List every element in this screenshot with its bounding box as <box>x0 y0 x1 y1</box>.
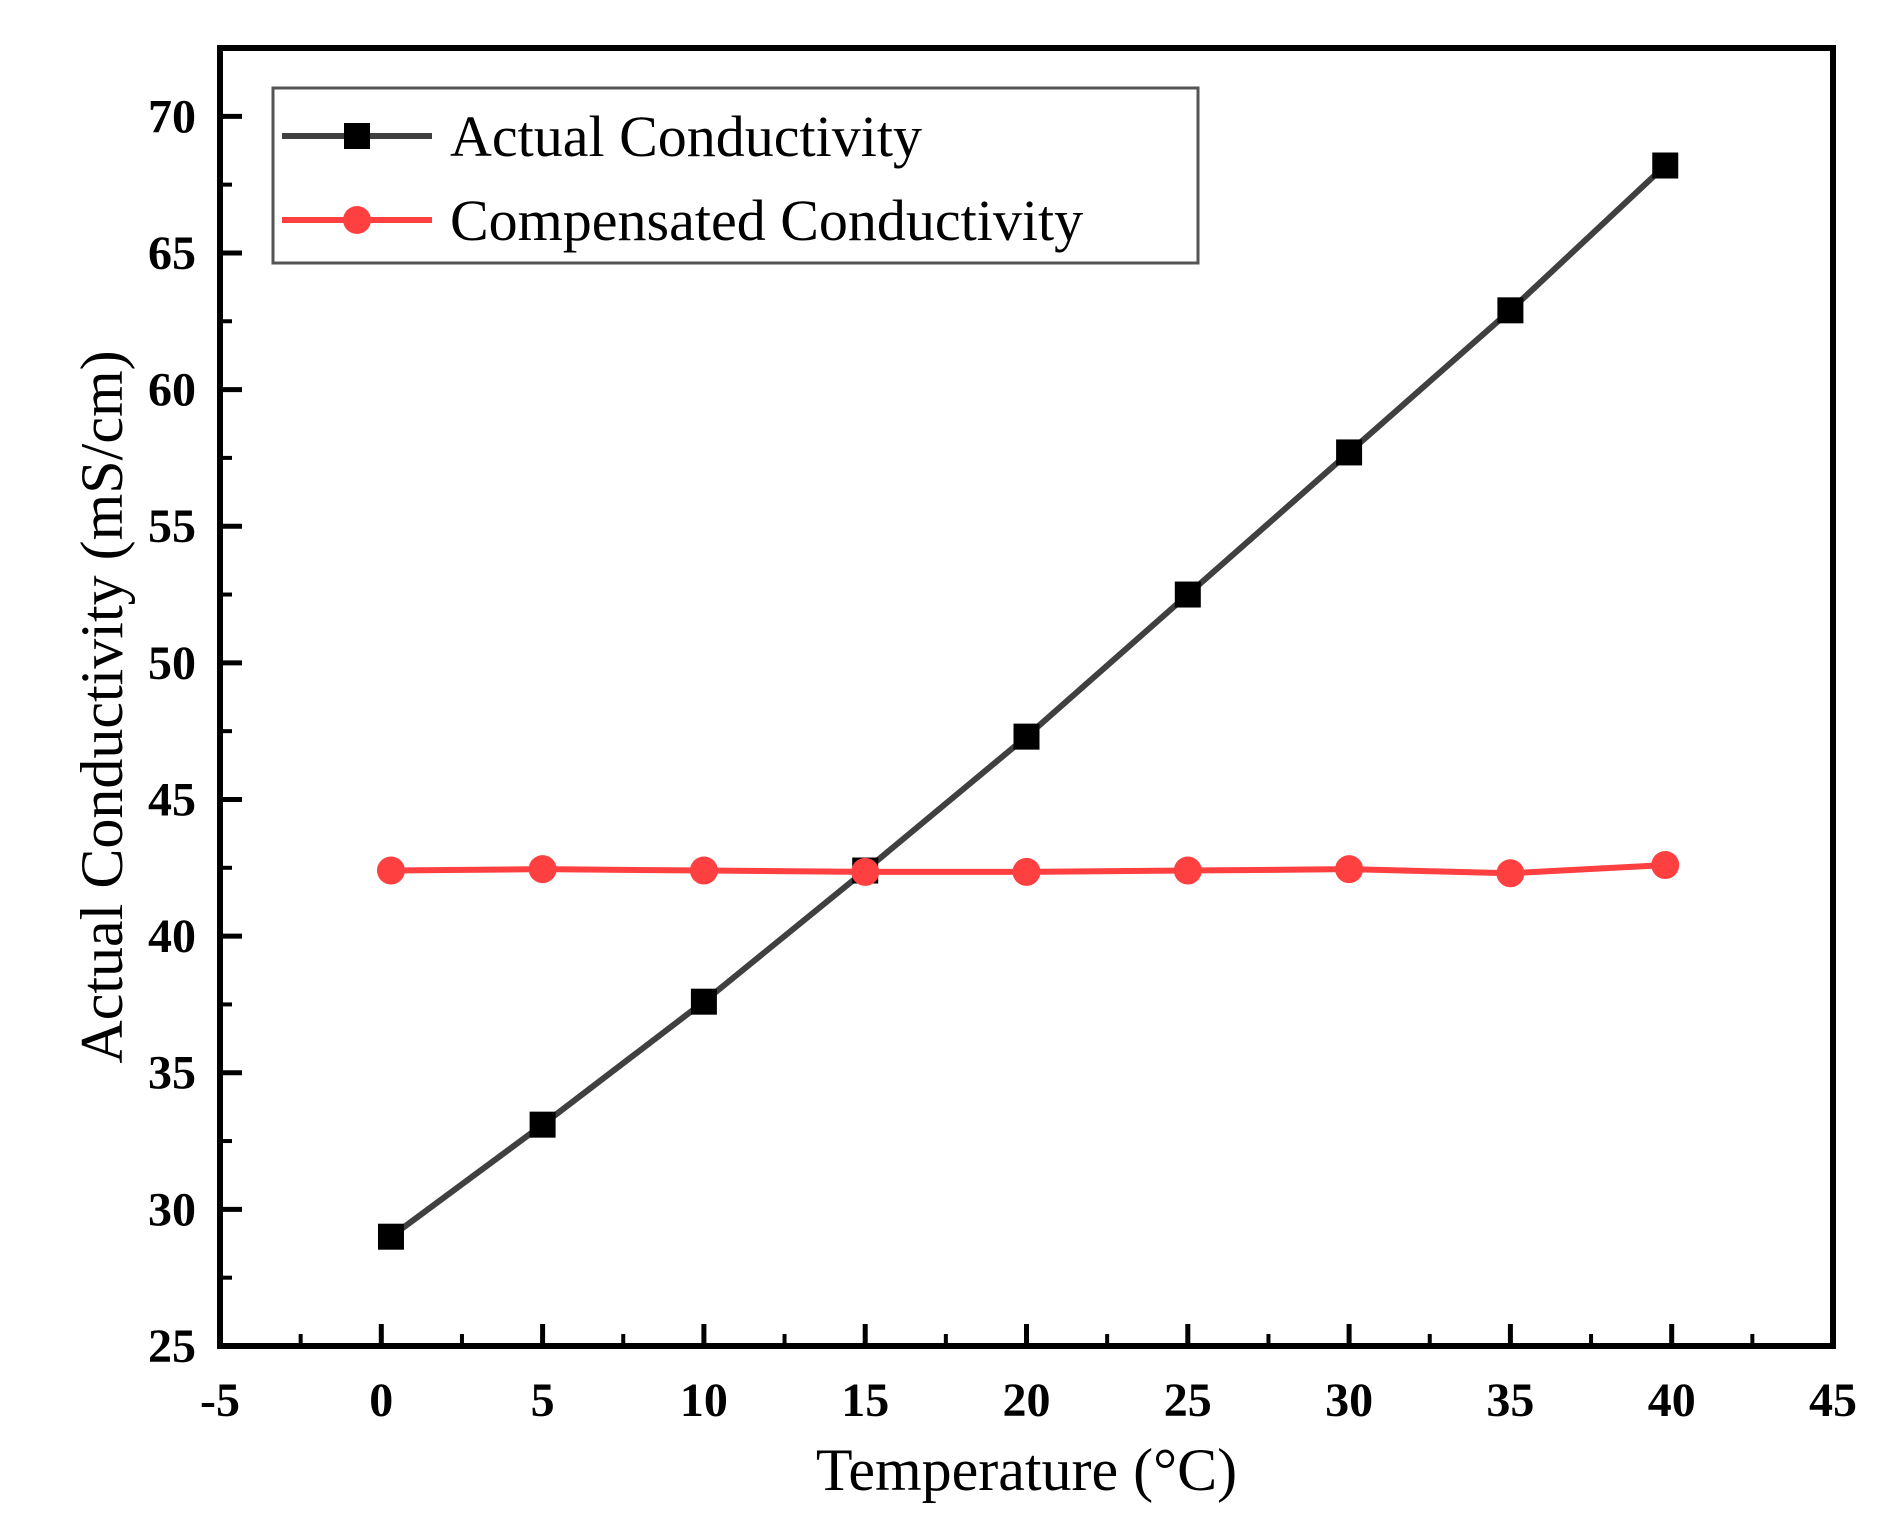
x-tick-label: 30 <box>1325 1374 1373 1427</box>
data-point <box>529 1111 556 1138</box>
y-tick-label: 40 <box>148 910 196 963</box>
data-point <box>1336 439 1363 466</box>
data-point <box>1651 851 1680 880</box>
data-point <box>1012 857 1041 886</box>
x-tick-label: -5 <box>200 1374 240 1427</box>
data-point <box>851 857 880 886</box>
plot-frame <box>217 45 1836 1349</box>
x-tick-label: 40 <box>1648 1374 1696 1427</box>
data-point <box>1013 723 1040 750</box>
data-point <box>376 856 405 885</box>
y-tick-label: 60 <box>148 364 196 417</box>
data-point <box>1496 859 1525 888</box>
legend-marker <box>343 206 371 234</box>
series-2 <box>376 851 1680 888</box>
x-tick-label: 10 <box>680 1374 728 1427</box>
x-tick-label: 0 <box>369 1374 393 1427</box>
legend: Actual Conductivity Compensated Conductiv… <box>271 86 1200 265</box>
data-point <box>1497 297 1524 324</box>
legend-label: Actual Conductivity <box>450 104 922 169</box>
series-group <box>376 152 1680 1250</box>
data-point <box>690 988 717 1015</box>
x-tick-label: 25 <box>1164 1374 1212 1427</box>
x-axis-title: Temperature (°C) <box>816 1437 1237 1503</box>
y-tick-label: 65 <box>148 227 196 280</box>
x-tick-label: 20 <box>1003 1374 1051 1427</box>
legend-item: Compensated Conductivity <box>282 188 1083 253</box>
y-tick-label: 70 <box>148 90 196 143</box>
y-tick-label: 30 <box>148 1183 196 1236</box>
data-point <box>1173 856 1202 885</box>
series-1 <box>377 152 1679 1250</box>
series-line <box>389 163 1668 1240</box>
tick-labels: -5 0 5 10 15 20 25 30 35 40 45 25 30 35 40 45 50 55 60 65 70 <box>148 90 1857 1427</box>
x-tick-label: 35 <box>1486 1374 1534 1427</box>
data-point <box>1335 855 1364 884</box>
y-axis-title: Actual Conductivity (mS/cm) <box>69 350 135 1063</box>
y-tick-label: 50 <box>148 637 196 690</box>
y-tick-label: 55 <box>148 500 196 553</box>
data-point <box>1652 152 1679 179</box>
y-tick-label: 45 <box>148 773 196 826</box>
legend-marker <box>344 123 370 149</box>
x-tick-label: 45 <box>1809 1374 1857 1427</box>
data-point <box>1174 581 1201 608</box>
x-tick-label: 15 <box>841 1374 889 1427</box>
legend-item: Actual Conductivity <box>282 104 922 169</box>
x-tick-label: 5 <box>531 1374 555 1427</box>
legend-label: Compensated Conductivity <box>450 188 1083 253</box>
legend-box <box>271 86 1200 265</box>
y-tick-label: 25 <box>148 1320 196 1373</box>
data-point <box>377 1223 404 1250</box>
y-tick-label: 35 <box>148 1047 196 1100</box>
data-point <box>689 856 718 885</box>
data-point <box>528 855 557 884</box>
